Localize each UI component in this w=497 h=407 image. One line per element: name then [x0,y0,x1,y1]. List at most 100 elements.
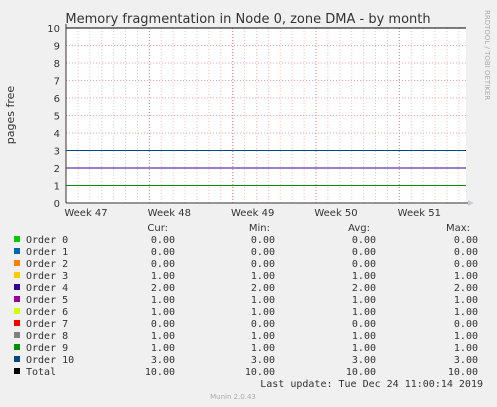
x-tick-label: Week 51 [398,208,441,219]
legend-value-min: 0.00 [251,259,275,270]
legend-swatch [14,368,20,374]
legend-name: Order 10 [26,355,74,366]
legend-value-avg: 0.00 [352,247,376,258]
legend-swatch [14,344,20,350]
x-tick-label: Week 48 [148,208,191,219]
legend-name: Total [26,367,56,378]
legend-swatch [14,356,20,362]
legend-value-avg: 0.00 [352,259,376,270]
legend-value-max: 1.00 [454,343,478,354]
axes [65,24,474,206]
legend-value-cur: 0.00 [151,259,175,270]
x-tick-label: Week 49 [231,208,274,219]
legend-value-avg: 0.00 [352,235,376,246]
y-tick-label: 6 [54,94,60,105]
legend-value-avg: 1.00 [352,271,376,282]
legend-value-max: 2.00 [454,283,478,294]
legend-value-cur: 0.00 [151,235,175,246]
legend-value-cur: 1.00 [151,295,175,306]
legend-value-cur: 1.00 [151,307,175,318]
y-tick-labels: 0 1 2 3 4 5 6 7 8 9 10 [47,24,60,210]
legend-value-min: 1.00 [251,295,275,306]
legend-value-cur: 10.00 [145,367,175,378]
legend-swatch [14,296,20,302]
legend-value-min: 2.00 [251,283,275,294]
legend-name: Order 9 [26,343,68,354]
legend-value-avg: 1.00 [352,295,376,306]
legend-value-min: 1.00 [251,307,275,318]
legend-name: Order 4 [26,283,68,294]
legend-value-avg: 2.00 [352,283,376,294]
legend-value-avg: 1.00 [352,307,376,318]
legend-swatch [14,284,20,290]
legend-name: Order 3 [26,271,68,282]
legend-swatch [14,248,20,254]
legend-swatch [14,320,20,326]
x-tick-labels: Week 47 Week 48 Week 49 Week 50 Week 51 [64,208,441,219]
legend-headers: Cur: Min: Avg: Max: [147,223,470,234]
legend-name: Order 8 [26,331,68,342]
legend-value-min: 1.00 [251,343,275,354]
last-update-text: Last update: Tue Dec 24 11:00:14 2019 [260,379,483,390]
legend-value-avg: 1.00 [352,343,376,354]
legend-value-min: 0.00 [251,235,275,246]
legend-swatch [14,260,20,266]
x-axis-arrow [468,200,474,206]
legend-header-avg: Avg: [348,223,370,234]
y-axis-label: pages free [4,86,17,145]
legend-value-cur: 0.00 [151,247,175,258]
legend-value-min: 0.00 [251,319,275,330]
legend-value-avg: 10.00 [346,367,376,378]
legend-value-cur: 1.00 [151,271,175,282]
legend-name: Order 7 [26,319,68,330]
legend-value-min: 10.00 [245,367,275,378]
legend-value-cur: 1.00 [151,331,175,342]
legend-value-avg: 0.00 [352,319,376,330]
x-tick-label: Week 50 [314,208,357,219]
legend-header-cur: Cur: [147,223,168,234]
legend-value-cur: 1.00 [151,343,175,354]
legend-value-max: 0.00 [454,235,478,246]
y-tick-label: 8 [54,59,60,70]
munin-version: Munin 2.0.43 [210,393,256,401]
legend-value-cur: 2.00 [151,283,175,294]
legend-value-min: 1.00 [251,271,275,282]
legend-swatch [14,236,20,242]
y-tick-label: 5 [54,112,60,123]
legend-value-cur: 3.00 [151,355,175,366]
legend-value-max: 0.00 [454,247,478,258]
legend-header-max: Max: [446,223,470,234]
legend-swatch [14,272,20,278]
legend-value-max: 1.00 [454,295,478,306]
y-tick-label: 3 [54,147,60,158]
y-tick-label: 1 [54,182,60,193]
legend-swatch [14,308,20,314]
y-tick-label: 4 [54,129,60,140]
legend-value-max: 1.00 [454,271,478,282]
legend-value-cur: 0.00 [151,319,175,330]
legend-value-max: 0.00 [454,319,478,330]
legend-value-max: 1.00 [454,331,478,342]
legend-header-min: Min: [249,223,270,234]
legend-value-max: 1.00 [454,307,478,318]
legend-name: Order 1 [26,247,68,258]
legend-value-min: 3.00 [251,355,275,366]
legend-value-max: 10.00 [448,367,478,378]
legend-name: Order 5 [26,295,68,306]
legend-value-min: 0.00 [251,247,275,258]
y-tick-label: 9 [54,42,60,53]
y-tick-label: 0 [54,199,60,210]
chart-title: Memory fragmentation in Node 0, zone DMA… [65,12,430,27]
legend-value-avg: 3.00 [352,355,376,366]
y-tick-label: 10 [47,24,60,35]
legend-name: Order 6 [26,307,68,318]
y-tick-label: 2 [54,164,60,175]
legend-name: Order 0 [26,235,68,246]
legend-value-max: 3.00 [454,355,478,366]
legend-value-min: 1.00 [251,331,275,342]
x-tick-label: Week 47 [64,208,107,219]
side-label: RRDTOOL / TOBI OETIKER [483,10,491,100]
